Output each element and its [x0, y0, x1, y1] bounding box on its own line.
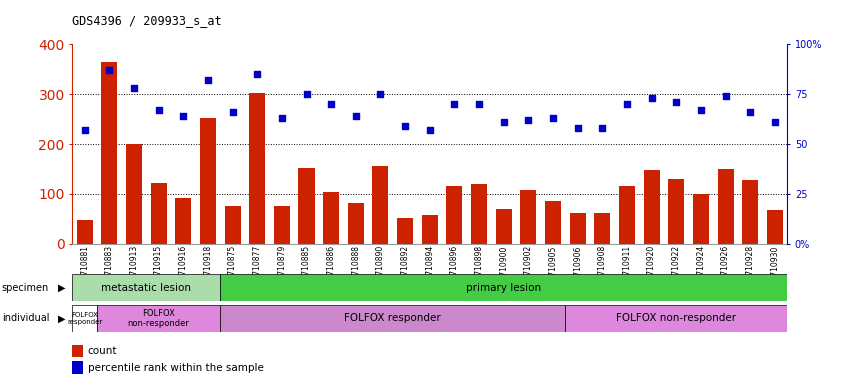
Point: [398, 123, 412, 129]
Bar: [200, 118, 216, 244]
Point: [497, 119, 511, 125]
Point: [374, 91, 387, 97]
Bar: [619, 187, 635, 244]
Text: ▶: ▶: [58, 313, 66, 323]
Point: [596, 125, 609, 131]
Point: [448, 101, 461, 107]
Point: [546, 115, 560, 121]
Text: specimen: specimen: [2, 283, 49, 293]
Bar: [220, 305, 565, 332]
Bar: [72, 274, 220, 301]
Bar: [767, 210, 783, 244]
Bar: [693, 194, 709, 244]
Bar: [72, 305, 97, 332]
Text: percentile rank within the sample: percentile rank within the sample: [88, 362, 264, 373]
Bar: [274, 206, 290, 244]
Point: [645, 95, 659, 101]
Point: [744, 109, 757, 115]
Bar: [594, 213, 610, 244]
Bar: [643, 170, 660, 244]
Bar: [373, 167, 388, 244]
Point: [423, 127, 437, 133]
Point: [694, 107, 708, 113]
Point: [176, 113, 190, 119]
Bar: [77, 220, 93, 244]
Point: [275, 115, 288, 121]
Point: [768, 119, 782, 125]
Point: [127, 85, 140, 91]
Text: GDS4396 / 209933_s_at: GDS4396 / 209933_s_at: [72, 14, 222, 27]
Point: [324, 101, 338, 107]
Bar: [126, 144, 142, 244]
Bar: [97, 305, 220, 332]
Text: count: count: [88, 346, 117, 356]
Text: individual: individual: [2, 313, 49, 323]
Bar: [323, 192, 340, 244]
Point: [151, 107, 165, 113]
Bar: [569, 213, 585, 244]
Point: [250, 71, 264, 77]
Bar: [545, 201, 561, 244]
Bar: [220, 274, 787, 301]
Bar: [72, 361, 83, 374]
Point: [472, 101, 486, 107]
Bar: [520, 190, 536, 244]
Bar: [742, 180, 758, 244]
Bar: [101, 61, 117, 244]
Bar: [175, 198, 191, 244]
Text: FOLFOX responder: FOLFOX responder: [345, 313, 441, 323]
Bar: [225, 206, 241, 244]
Bar: [151, 183, 167, 244]
Bar: [668, 179, 684, 244]
Text: FOLFOX
responder: FOLFOX responder: [67, 312, 102, 324]
Point: [522, 117, 535, 123]
Point: [226, 109, 239, 115]
Point: [102, 67, 116, 73]
Bar: [447, 187, 462, 244]
Bar: [299, 169, 315, 244]
Text: ▶: ▶: [58, 283, 66, 293]
Text: FOLFOX non-responder: FOLFOX non-responder: [616, 313, 736, 323]
Point: [571, 125, 585, 131]
Point: [620, 101, 634, 107]
Bar: [422, 215, 437, 244]
Bar: [72, 345, 83, 357]
Bar: [471, 184, 487, 244]
Bar: [348, 203, 364, 244]
Point: [300, 91, 313, 97]
Point: [719, 93, 733, 99]
Point: [349, 113, 363, 119]
Text: primary lesion: primary lesion: [466, 283, 541, 293]
Text: metastatic lesion: metastatic lesion: [101, 283, 191, 293]
Point: [670, 99, 683, 105]
Point: [77, 127, 91, 133]
Point: [201, 77, 214, 83]
Bar: [717, 169, 734, 244]
Bar: [565, 305, 787, 332]
Text: FOLFOX
non-responder: FOLFOX non-responder: [128, 309, 190, 328]
Bar: [249, 93, 266, 244]
Bar: [397, 218, 413, 244]
Bar: [495, 209, 511, 244]
